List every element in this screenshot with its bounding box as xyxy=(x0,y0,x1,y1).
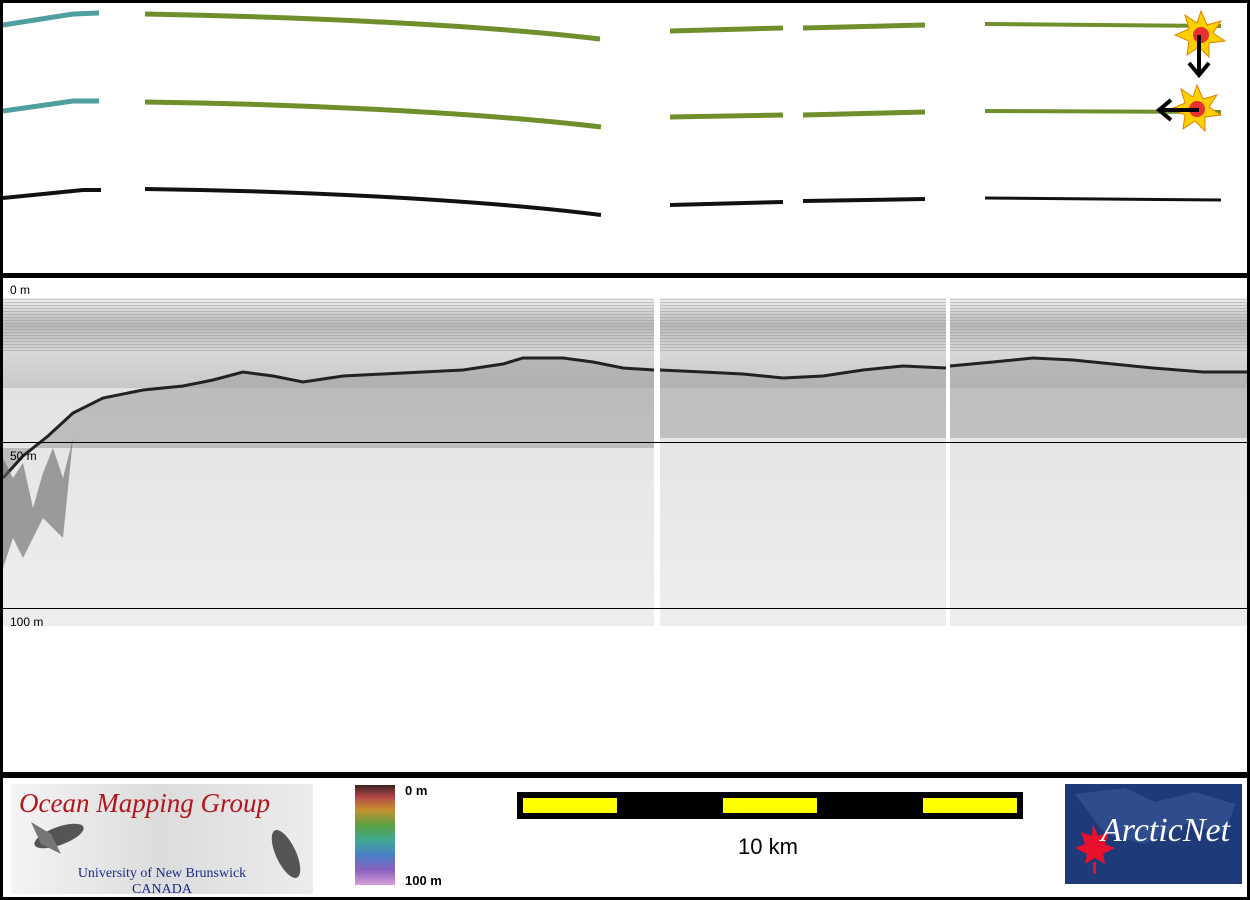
swath-row-2 xyxy=(3,98,1222,130)
swath-profiles xyxy=(3,9,1227,217)
depth-gridline-100m xyxy=(3,608,1247,609)
scale-bar-label: 10 km xyxy=(738,834,798,859)
colorbar-min-label: 0 m xyxy=(405,783,428,798)
depth-label-top: 0 m xyxy=(10,283,31,297)
swath-row-1 xyxy=(3,10,1222,42)
arcticnet-logo: ArcticNet xyxy=(1065,784,1242,884)
legend-panel: Ocean Mapping Group University of New Br… xyxy=(3,778,1247,897)
ship-silhouette-icon xyxy=(31,822,301,878)
echogram-segment-1 xyxy=(3,298,655,626)
depth-label-middle: 50 m xyxy=(10,449,37,463)
arrow-down-icon xyxy=(1187,35,1211,79)
scale-segment xyxy=(723,798,817,813)
seismic-profile-panel: 0 m 50 m 100 m xyxy=(3,278,1247,772)
swath-row-3 xyxy=(3,187,1222,217)
depth-colorbar xyxy=(355,785,395,885)
depth-gridline-50m xyxy=(3,442,1247,443)
echogram xyxy=(3,298,1247,626)
arcticnet-text: ArcticNet xyxy=(1101,812,1231,849)
colorbar-max-label: 100 m xyxy=(405,873,442,888)
logo-country: CANADA xyxy=(132,882,192,894)
maple-leaf-icon xyxy=(1075,788,1235,874)
swath-profile-panel xyxy=(3,3,1247,273)
scale-segment xyxy=(923,798,1017,813)
logo-title: Ocean Mapping Group xyxy=(19,788,270,818)
echogram-segment-2 xyxy=(659,298,947,626)
arrow-left-icon xyxy=(1155,98,1199,122)
scale-bar xyxy=(517,792,1023,819)
ocean-mapping-group-logo: Ocean Mapping Group University of New Br… xyxy=(11,784,313,894)
depth-label-bottom: 100 m xyxy=(10,615,44,629)
logo-subtitle: University of New Brunswick xyxy=(77,866,247,881)
scale-segment xyxy=(523,798,617,813)
echogram-segment-3 xyxy=(949,298,1247,626)
